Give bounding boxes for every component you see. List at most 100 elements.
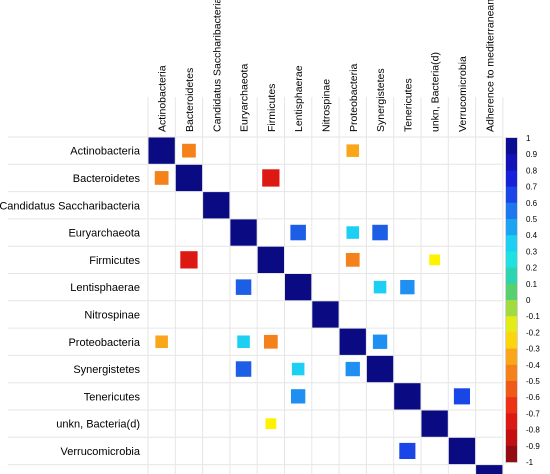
row-label: Proteobacteria [68, 337, 140, 349]
heatmap-cell [429, 254, 441, 266]
heatmap-cell [290, 389, 306, 404]
heatmap-cell [155, 335, 168, 349]
heatmap-cell [448, 437, 476, 465]
heatmap-cells [148, 137, 503, 474]
colorbar-segment [506, 413, 517, 431]
heatmap-cell [373, 280, 387, 294]
heatmap-cell [372, 224, 388, 241]
heatmap-cell [148, 137, 175, 164]
colorbar-segment [506, 235, 517, 252]
heatmap-cell [290, 224, 306, 241]
colorbar-segment [506, 381, 517, 398]
colorbar-tick-label: 0.7 [526, 183, 538, 192]
heatmap-cell [285, 274, 312, 301]
colorbar-tick-label: -0.9 [526, 442, 540, 451]
heatmap-cell [421, 410, 448, 437]
colorbar-segment [506, 348, 517, 366]
heatmap-cell [394, 383, 421, 410]
column-label: Tenericutes [402, 78, 414, 132]
heatmap-cell [237, 335, 250, 349]
colorbar-tick-label: -0.5 [526, 377, 540, 386]
colorbar-tick-label: -0.4 [526, 361, 540, 370]
heatmap-cell [476, 465, 503, 474]
colorbar-tick-label: -0.6 [526, 393, 540, 402]
column-label: Adherence to mediterranean diet [484, 0, 496, 132]
colorbar: 1 0.9 0.8 0.7 0.6 0.5 0.4 0.3 0.2 0.1 0 -0.1 -0.2 -0.… [505, 134, 540, 467]
heatmap-cell [346, 144, 360, 157]
heatmap-cell [182, 143, 196, 158]
colorbar-segment [506, 267, 517, 285]
colorbar-tick-label: 0.6 [526, 199, 538, 208]
colorbar-segment [506, 445, 517, 463]
column-label: Lentisphaerae [293, 65, 305, 132]
colorbar-segment [506, 300, 517, 317]
column-label: Nitrospinae [320, 79, 332, 132]
column-label: Actinobacteria [157, 65, 169, 132]
row-label: Candidatus Saccharibacteria [0, 200, 141, 212]
heatmap-cell [180, 251, 198, 269]
column-label: unkn, Bacteria(d) [430, 52, 442, 132]
heatmap-cell [346, 226, 360, 239]
heatmap-cell [235, 279, 252, 295]
heatmap-cell [262, 169, 280, 187]
colorbar-tick-label: 0.8 [526, 166, 538, 175]
row-label: Firmicutes [89, 255, 140, 267]
heatmap-cell [339, 328, 366, 355]
colorbar-tick-label: 1 [526, 134, 531, 143]
colorbar-segment [506, 170, 517, 188]
heatmap-cell [399, 442, 416, 460]
row-label: Lentisphaerae [70, 282, 140, 294]
heatmap-cell [265, 418, 277, 430]
heatmap-cell [230, 219, 257, 246]
colorbar-segment [506, 332, 517, 350]
heatmap-grid [8, 97, 504, 474]
colorbar-segment [506, 397, 517, 414]
colorbar-tick-label: -1 [526, 458, 534, 467]
colorbar-tick-label: 0.3 [526, 247, 538, 256]
heatmap-cell [453, 388, 471, 405]
heatmap-cell [372, 334, 388, 349]
colorbar-tick-label: -0.2 [526, 328, 540, 337]
heatmap-cell [257, 246, 284, 273]
row-label: unkn, Bacteria(d) [56, 419, 140, 431]
colorbar-segment [506, 283, 517, 301]
colorbar-segment [506, 316, 517, 333]
heatmap-cell [312, 301, 339, 328]
row-label: Verrucomicrobia [61, 446, 141, 458]
colorbar-tick-label: 0.4 [526, 231, 538, 240]
colorbar-segment [506, 429, 517, 447]
heatmap-cell [366, 355, 394, 383]
row-label: Tenericutes [84, 391, 141, 403]
colorbar-tick-label: 0 [526, 296, 531, 305]
colorbar-segment [506, 202, 517, 220]
column-label: Firmicutes [266, 84, 278, 132]
heatmap-cell [345, 252, 360, 267]
row-label: Synergistetes [73, 364, 140, 376]
heatmap-cell [291, 362, 305, 376]
row-label: Euryarchaeota [68, 228, 140, 240]
heatmap-cell [154, 171, 169, 185]
colorbar-tick-label: -0.7 [526, 409, 540, 418]
colorbar-tick-label: 0.2 [526, 264, 538, 273]
colorbar-segment [506, 364, 517, 382]
colorbar-segment [506, 138, 517, 155]
column-labels: Actinobacteria Bacteroidetes Candidatus Sa… [157, 0, 497, 132]
colorbar-tick-label: -0.3 [526, 345, 540, 354]
column-label: Proteobacteria [348, 64, 360, 132]
column-label: Verrucomicrobia [457, 56, 469, 132]
column-label: Synergistetes [375, 68, 387, 132]
colorbar-tick-label: -0.8 [526, 426, 540, 435]
colorbar-segment [506, 154, 517, 171]
column-label: Bacteroidetes [184, 68, 196, 132]
heatmap-cell [263, 334, 278, 349]
heatmap-cell [175, 164, 203, 192]
colorbar-tick-label: 0.9 [526, 150, 538, 159]
row-labels: Actinobacteria Bacteroidetes Candidatus Sa… [0, 146, 141, 474]
row-label: Actinobacteria [70, 146, 141, 158]
column-label: Euryarchaeota [239, 64, 251, 132]
colorbar-tick-label: 0.1 [526, 280, 538, 289]
colorbar-segment [506, 251, 517, 269]
colorbar-tick-label: 0.5 [526, 215, 538, 224]
heatmap-cell [203, 192, 230, 219]
